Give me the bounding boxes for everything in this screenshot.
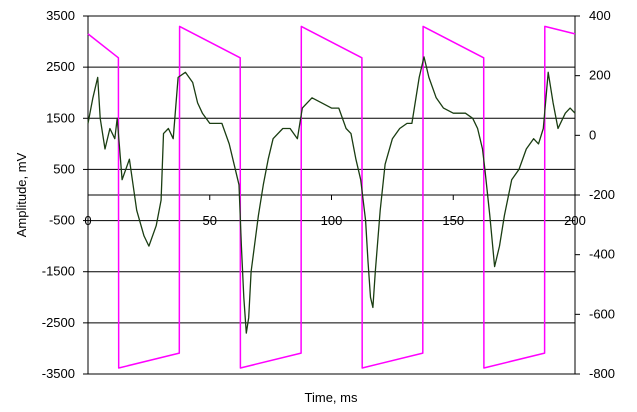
y-axis-title: Amplitude, mV [14,152,29,237]
x-axis-title: Time, ms [305,390,358,405]
x-tick-label-3: 150 [442,213,464,228]
y-right-tick-label-2: -400 [589,247,615,262]
y-right-tick-label-0: -800 [589,366,615,381]
series-group [87,25,576,369]
y-left-tick-label-6: 2500 [46,59,75,74]
y-left-tick-label-3: -500 [49,213,75,228]
y-right-tick-label-3: -200 [589,187,615,202]
x-tick-label-1: 50 [203,213,217,228]
axes [83,15,580,375]
gridlines [88,15,575,375]
y-left-tick-label-2: -1500 [42,264,75,279]
y-right-tick-label-4: 0 [589,127,596,142]
sawtooth-series-line [87,25,576,369]
y-right-tick-label-6: 400 [589,8,611,23]
y-left-tick-label-7: 3500 [46,8,75,23]
x-tick-label-2: 100 [321,213,343,228]
y-right-tick-label-1: -600 [589,306,615,321]
signal-series-line [87,56,576,334]
y-left-tick-label-1: -2500 [42,315,75,330]
y-left-tick-label-5: 1500 [46,110,75,125]
tick-labels: 0 50 100 150 200 -3500 -2500 -1500 -500 500 1500 25… [42,8,615,381]
x-tick-label-0: 0 [84,213,91,228]
y-left-tick-label-4: 500 [53,161,75,176]
y-left-tick-label-0: -3500 [42,366,75,381]
y-right-tick-label-5: 200 [589,68,611,83]
x-tick-label-4: 200 [564,213,586,228]
